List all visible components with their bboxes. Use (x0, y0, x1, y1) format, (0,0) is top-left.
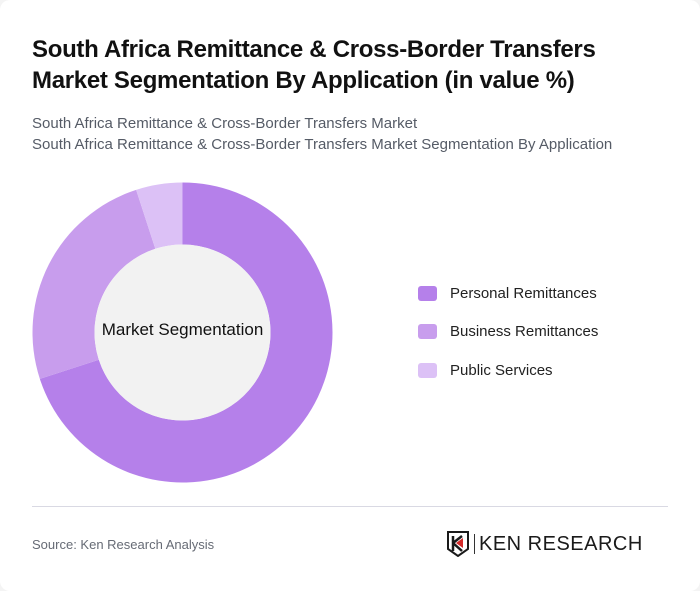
legend-item-personal-remittances: Personal Remittances (418, 283, 598, 303)
donut-slice-business-remittances (32, 189, 156, 379)
donut-center-label: Market Segmentation (101, 320, 264, 339)
legend-swatch-icon (418, 362, 437, 378)
legend-item-public-services: Public Services (418, 360, 598, 380)
legend-label: Personal Remittances (450, 284, 597, 302)
donut-slice-personal-remittances (39, 182, 333, 483)
legend-swatch-icon (418, 324, 437, 339)
donut-center (94, 244, 271, 421)
donut-slice-public-services (136, 182, 183, 249)
chart-title: South Africa Remittance & Cross-Border T… (32, 36, 596, 94)
ken-research-logo: KEN RESEARCH (447, 531, 643, 557)
donut-chart (32, 182, 333, 483)
legend-label: Public Services (450, 361, 553, 379)
legend-swatch-icon (418, 285, 437, 301)
legend-label: Business Remittances (450, 323, 599, 340)
subtitle-line-2: South Africa Remittance & Cross-Border T… (32, 136, 613, 153)
logo-text: KEN RESEARCH (479, 532, 643, 555)
subtitle-line-1: South Africa Remittance & Cross-Border T… (32, 115, 418, 132)
chart-subtitle: South Africa Remittance & Cross-Border T… (32, 113, 682, 155)
legend-item-business-remittances: Business Remittances (418, 322, 598, 342)
ken-research-shield-icon (447, 531, 469, 557)
logo-separator (474, 534, 475, 554)
source-note: Source: Ken Research Analysis (32, 537, 215, 552)
chart-legend: Personal Remittances Business Remittance… (418, 283, 598, 399)
footer-divider (32, 506, 668, 507)
